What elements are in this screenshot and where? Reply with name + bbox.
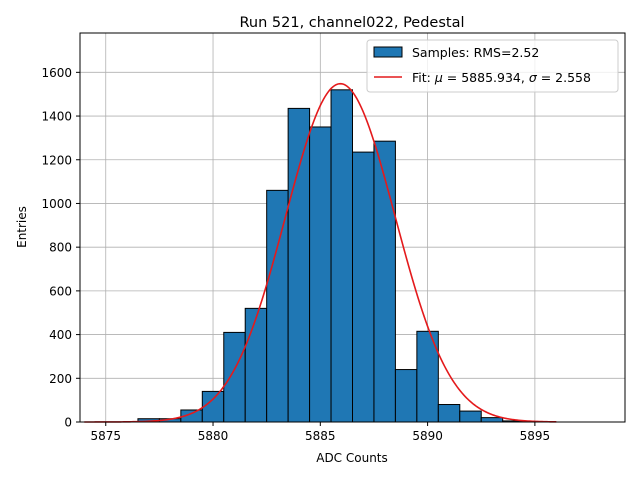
histogram-bar [201, 390, 225, 423]
histogram-bar [244, 307, 268, 423]
legend: Samples: RMS=2.52 Fit: μ = 5885.934, σ =… [366, 39, 619, 93]
histogram-bar [480, 417, 504, 423]
y-axis-label: Entries [15, 206, 29, 248]
histogram-bar [437, 404, 461, 423]
legend-samples-label: Samples: RMS=2.52 [412, 45, 539, 60]
y-tick-label: 1000 [41, 197, 72, 211]
histogram-bar [373, 140, 396, 423]
histogram-bar [352, 151, 375, 423]
plot-frame [79, 32, 626, 423]
legend-fit-label: Fit: μ = 5885.934, σ = 2.558 [412, 70, 591, 85]
legend-samples-swatch [373, 46, 403, 58]
legend-fit-mu-symbol: μ [434, 70, 443, 85]
y-tick-label: 200 [49, 372, 72, 386]
histogram-bars [137, 89, 525, 423]
histogram-bar [459, 410, 482, 423]
histogram-bar [223, 331, 246, 423]
x-axis-ticks: 5875 5880 5885 5890 5895 [90, 422, 550, 443]
fit-curve [84, 82, 557, 423]
y-tick-label: 800 [49, 241, 72, 255]
x-tick-label: 5895 [520, 429, 551, 443]
histogram-bar [287, 107, 311, 423]
histogram-bar [266, 189, 289, 423]
x-tick-label: 5885 [305, 429, 336, 443]
x-tick-label: 5875 [90, 429, 121, 443]
legend-fit-prefix: Fit: [412, 70, 435, 85]
x-tick-label: 5890 [412, 429, 443, 443]
y-tick-label: 0 [64, 416, 72, 430]
chart-title: Run 521, channel022, Pedestal [239, 15, 464, 31]
legend-fit-mu-text: = 5885.934, [443, 70, 529, 85]
y-tick-label: 1600 [41, 66, 72, 80]
y-axis-ticks: 0 200 400 600 800 1000 1200 1400 1600 [41, 66, 80, 430]
y-tick-label: 600 [49, 284, 72, 298]
histogram-bar [394, 369, 418, 423]
y-tick-label: 1200 [41, 153, 72, 167]
histogram-bar [330, 89, 353, 423]
x-tick-label: 5880 [198, 429, 229, 443]
histogram-bar [309, 126, 332, 423]
legend-box [366, 39, 619, 93]
y-tick-label: 400 [49, 328, 72, 342]
y-tick-label: 1400 [41, 110, 72, 124]
gaussian-fit [84, 82, 557, 423]
legend-fit-sigma-text: = 2.558 [537, 70, 591, 85]
x-axis-label: ADC Counts [316, 451, 388, 465]
legend-fit-sigma-symbol: σ [529, 70, 538, 85]
